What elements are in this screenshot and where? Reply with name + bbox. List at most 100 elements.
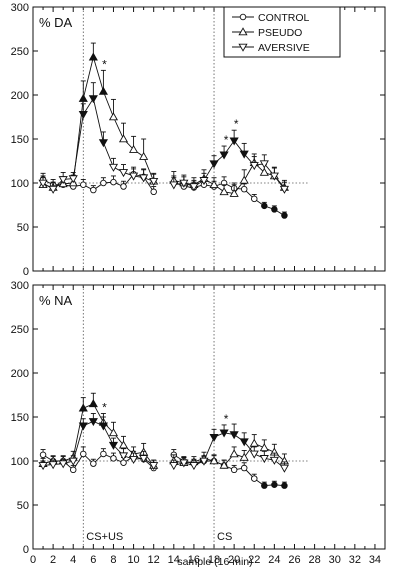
x-tick-label: 28: [308, 554, 320, 566]
x-tick-label: 8: [110, 554, 116, 566]
x-tick-label: 30: [329, 554, 341, 566]
x-tick-label: 0: [30, 554, 36, 566]
data-point: [108, 441, 119, 450]
x-tick-label: 2: [50, 554, 56, 566]
data-point: [251, 475, 258, 482]
data-point: [58, 460, 68, 469]
data-point: [169, 181, 179, 190]
data-point: [78, 93, 88, 102]
data-point: [239, 452, 249, 461]
data-point: [249, 162, 259, 171]
data-point: [271, 206, 278, 213]
data-point: [269, 456, 279, 465]
y-tick-label: 100: [11, 178, 29, 190]
data-point: [128, 144, 139, 153]
data-point: [90, 186, 97, 194]
data-point: [199, 177, 209, 186]
data-point: [281, 212, 288, 219]
data-point: [80, 450, 87, 458]
event-label: CS+US: [86, 531, 123, 543]
significance-asterisk: *: [224, 133, 229, 147]
data-point: [68, 175, 78, 184]
series-line: [173, 140, 285, 190]
data-point: [239, 175, 249, 184]
data-point: [100, 450, 107, 458]
panel-y-label: % NA: [39, 293, 73, 308]
y-tick-label: 0: [23, 544, 29, 556]
data-point: [219, 460, 229, 469]
data-point: [110, 178, 117, 186]
data-point: [80, 181, 87, 189]
data-point: [88, 52, 98, 61]
x-tick-label: 16: [188, 554, 200, 566]
data-point: [38, 462, 48, 471]
data-point: [279, 464, 290, 473]
data-point: [179, 179, 189, 188]
y-tick-label: 150: [11, 412, 29, 424]
data-point: [240, 464, 248, 472]
data-point: [230, 466, 238, 474]
y-tick-label: 50: [17, 222, 29, 234]
data-point: [219, 151, 229, 160]
data-point: [239, 150, 249, 159]
data-point: [259, 443, 269, 452]
data-point: [108, 428, 119, 437]
x-tick-label: 12: [148, 554, 160, 566]
significance-asterisk: *: [224, 412, 229, 426]
x-axis-label: sample (16 min): [177, 556, 252, 568]
data-point: [120, 459, 127, 467]
data-point: [100, 179, 107, 187]
y-tick-label: 300: [11, 280, 29, 292]
data-point: [279, 185, 290, 194]
data-point: [259, 160, 269, 169]
y-tick-label: 50: [17, 500, 29, 512]
legend: CONTROL PSEUDO AVERSIVE: [223, 6, 341, 58]
data-point: [78, 403, 88, 412]
y-tick-label: 250: [11, 46, 29, 58]
data-point: [58, 176, 68, 185]
data-point: [229, 431, 239, 440]
data-point: [110, 455, 117, 462]
data-point: [48, 185, 58, 194]
data-point: [118, 452, 129, 461]
y-tick-label: 200: [11, 368, 29, 380]
significance-asterisk: *: [102, 400, 107, 414]
data-point: [209, 433, 219, 442]
data-point: [98, 139, 108, 148]
data-point: [90, 460, 97, 467]
x-tick-label: 24: [268, 554, 280, 566]
data-point: [88, 418, 98, 427]
data-point: [259, 167, 269, 176]
data-point: [118, 440, 129, 449]
data-point: [229, 449, 239, 458]
x-tick-label: 32: [349, 554, 361, 566]
data-point: [219, 429, 229, 438]
plot-frame: [32, 284, 386, 550]
data-point: [251, 195, 258, 203]
data-point: [229, 188, 239, 197]
data-point: [150, 188, 157, 196]
series-pseudo: [38, 42, 290, 197]
data-point: [128, 172, 139, 181]
data-point: [269, 172, 279, 181]
data-point: [271, 481, 278, 489]
data-point: [259, 455, 269, 464]
data-point: [239, 438, 249, 447]
series-control: [39, 166, 288, 219]
data-point: [48, 461, 58, 470]
data-point: [78, 422, 88, 431]
data-point: [209, 456, 219, 465]
data-point: [240, 185, 248, 193]
data-point: [261, 202, 268, 210]
data-point: [39, 451, 47, 459]
y-tick-label: 150: [11, 134, 29, 146]
data-point: [261, 482, 268, 489]
data-point: [38, 179, 48, 188]
data-point: [88, 399, 98, 408]
x-tick-label: 4: [70, 554, 76, 566]
series-pseudo: [38, 392, 290, 469]
y-tick-label: 0: [23, 266, 29, 278]
data-point: [78, 111, 88, 120]
data-point: [169, 462, 179, 471]
